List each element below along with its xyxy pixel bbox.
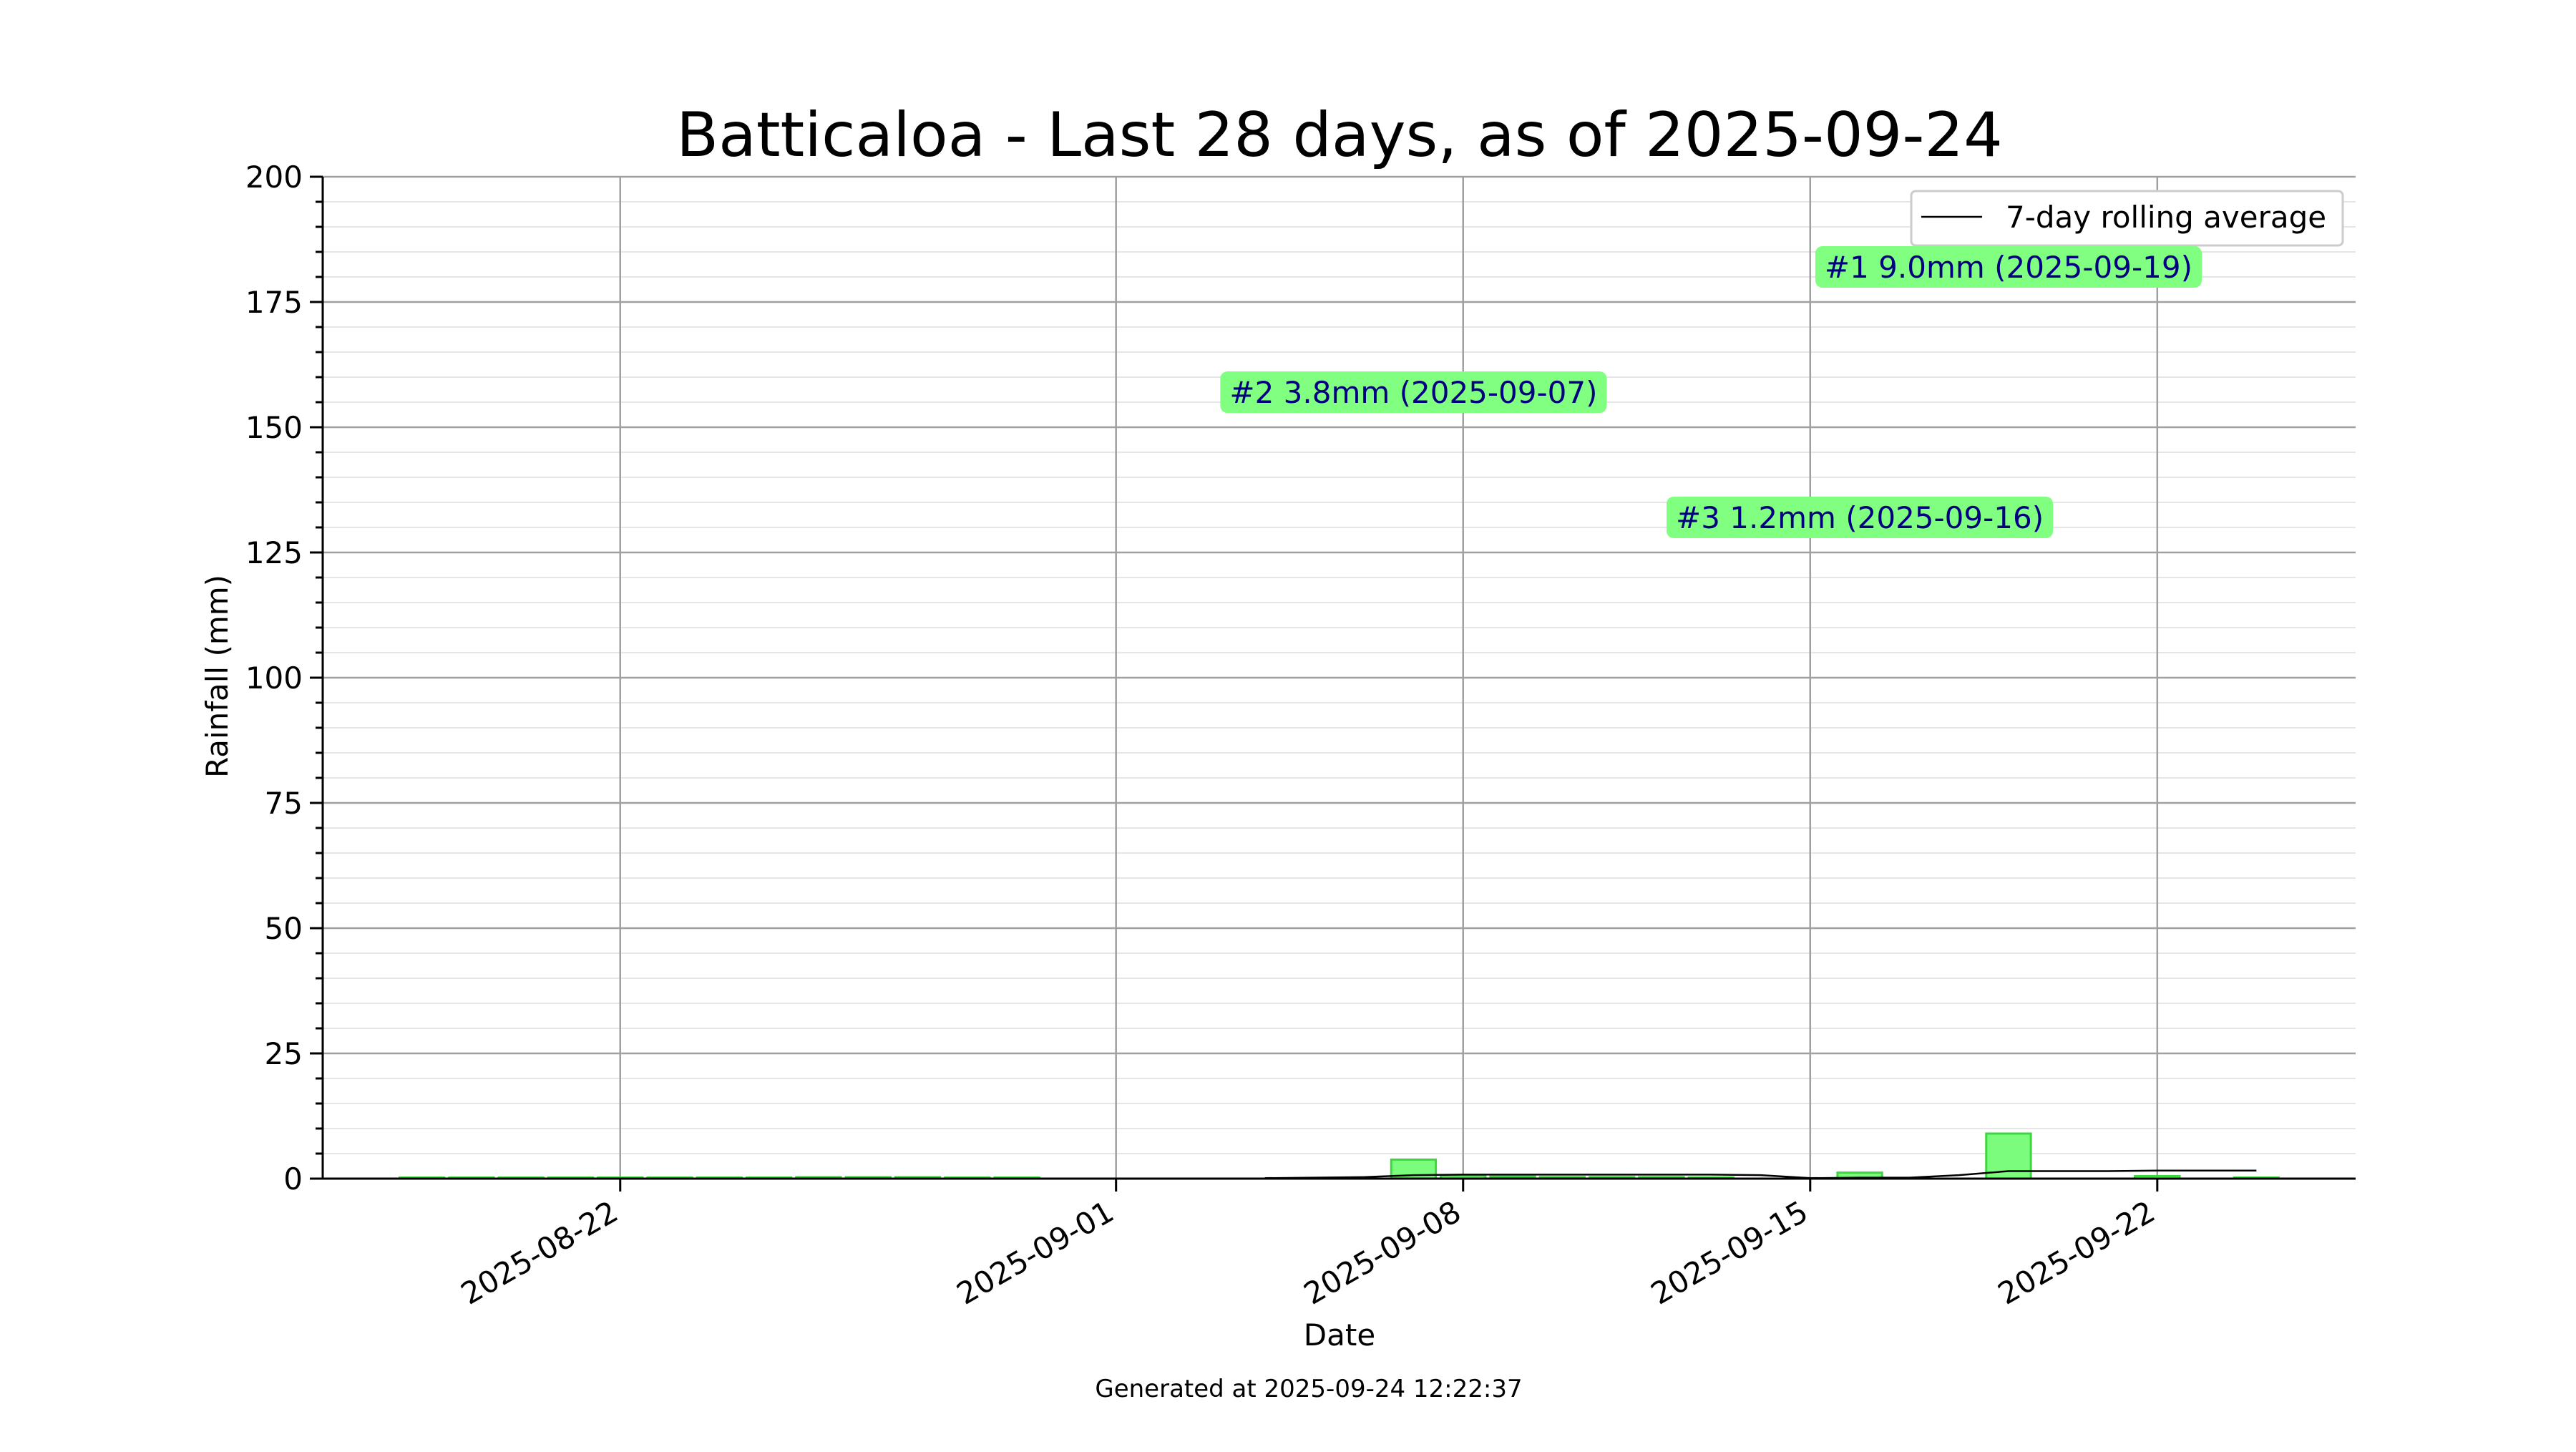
generated-footer: Generated at 2025-09-24 12:22:37 — [1095, 1375, 1522, 1403]
grid-layer — [323, 175, 2356, 1180]
annotation-box — [1667, 497, 2054, 538]
y-tick-label: 125 — [245, 535, 303, 570]
line-layer — [1264, 1169, 2257, 1179]
y-axis-label: Rainfall (mm) — [200, 575, 235, 778]
y-tick-label: 150 — [245, 410, 303, 445]
annotation-1: #1 9.0mm (2025-09-19) — [1815, 246, 2202, 288]
annotation-box — [1220, 371, 1607, 413]
legend-box — [1910, 190, 2344, 247]
y-tick-label: 0 — [283, 1161, 303, 1197]
y-tick-label: 100 — [245, 661, 303, 696]
y-tick-label: 25 — [265, 1036, 303, 1071]
y-tick-label: 175 — [245, 285, 303, 320]
y-tick-label: 50 — [265, 911, 303, 946]
rolling-average-line — [1264, 1169, 2257, 1179]
annotation-3: #3 1.2mm (2025-09-16) — [1667, 497, 2054, 538]
annotation-label: #3 1.2mm (2025-09-16) — [1676, 500, 2044, 535]
annotation-layer: #1 9.0mm (2025-09-19) #2 3.8mm (2025-09-0… — [1220, 246, 2202, 538]
x-axis-label: Date — [1304, 1317, 1375, 1353]
annotation-box — [1815, 246, 2202, 288]
chart-title: Batticaloa - Last 28 days, as of 2025-09… — [676, 99, 2003, 171]
annotation-2: #2 3.8mm (2025-09-07) — [1220, 371, 1607, 413]
legend-entry-label: 7-day rolling average — [2006, 200, 2326, 235]
y-tick-label: 75 — [265, 786, 303, 821]
annotation-label: #1 9.0mm (2025-09-19) — [1825, 250, 2192, 285]
y-tick-label: 200 — [245, 160, 303, 195]
annotation-label: #2 3.8mm (2025-09-07) — [1229, 375, 1597, 410]
legend: 7-day rolling average — [1910, 190, 2344, 247]
